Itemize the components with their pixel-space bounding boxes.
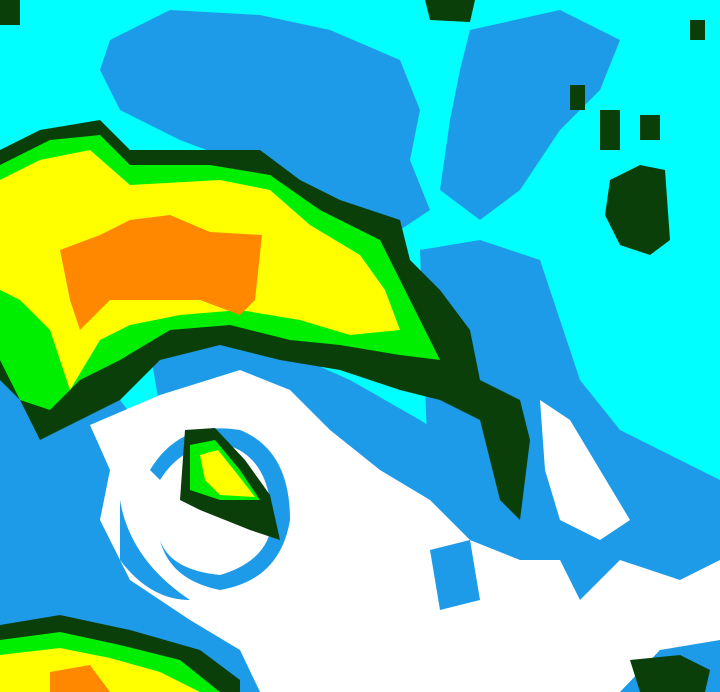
cell-top-left bbox=[0, 0, 20, 25]
bl-orange bbox=[50, 665, 110, 692]
cell-small-1 bbox=[600, 110, 620, 150]
bottom-left-convection bbox=[0, 615, 240, 692]
cyclone-eye-bands bbox=[120, 428, 480, 610]
convective-band bbox=[0, 120, 530, 520]
cold-top-orange bbox=[60, 215, 262, 330]
cell-top-right bbox=[605, 165, 670, 255]
cyclone-core bbox=[180, 428, 280, 540]
spiral-band-2 bbox=[120, 500, 190, 600]
white-cloud-right bbox=[540, 400, 630, 540]
cloud-gap-1 bbox=[430, 540, 480, 610]
low-cloud-top-right bbox=[440, 10, 620, 220]
core-yellow bbox=[200, 450, 255, 497]
cell-bottom-right bbox=[630, 655, 710, 692]
cell-small-2 bbox=[570, 85, 585, 110]
low-cloud-top-center bbox=[100, 10, 430, 230]
cell-top bbox=[425, 0, 475, 22]
cell-small-3 bbox=[690, 20, 705, 40]
cell-small-4 bbox=[640, 115, 660, 140]
